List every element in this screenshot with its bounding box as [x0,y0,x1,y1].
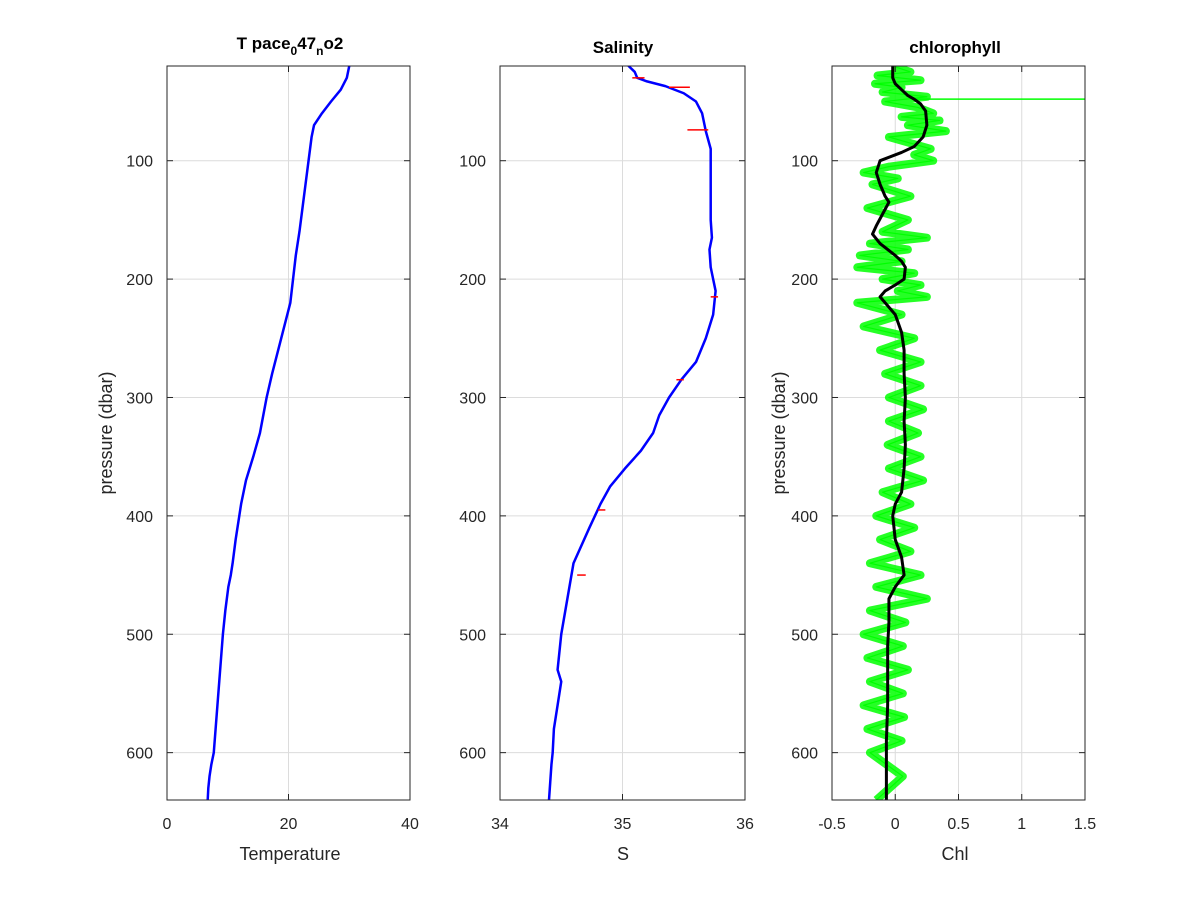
temperature-x-tick-label: 20 [280,816,298,833]
chlorophyll-y-tick-label: 600 [791,746,818,763]
salinity-x-tick-label: 35 [614,816,632,833]
temperature-panel: 0 20 40 100 200 300 400 500 600 [126,65,419,833]
temperature-xlabel: Temperature [239,844,340,864]
temperature-y-tick-label: 600 [126,746,153,763]
temperature-y-tick-label: 300 [126,390,153,407]
chlorophyll-raw-band [853,66,950,800]
temperature-x-tick-label: 0 [163,816,172,833]
salinity-title: Salinity [593,38,654,57]
chlorophyll-x-tick-label: 0 [891,816,900,833]
temperature-x-tick-label: 40 [401,816,419,833]
chlorophyll-x-tick-label: 1.5 [1074,816,1096,833]
temperature-ylabel: pressure (dbar) [96,371,116,494]
chlorophyll-y-tick-label: 300 [791,390,818,407]
salinity-y-tick-label: 200 [459,272,486,289]
chlorophyll-y-tick-label: 500 [791,627,818,644]
temperature-y-tick-label: 100 [126,154,153,171]
chlorophyll-x-tick-label: 1 [1017,816,1026,833]
temperature-y-tick-label: 400 [126,509,153,526]
chlorophyll-panel: -0.5 0 0.5 1 1.5 100 200 300 400 500 600 [791,65,1096,833]
temperature-plot-area [206,66,351,800]
salinity-plot-area [547,66,719,800]
temperature-title: T pace047no2 [237,34,344,58]
salinity-y-tick-label: 400 [459,509,486,526]
chlorophyll-y-tick-label: 400 [791,509,818,526]
salinity-y-tick-label: 600 [459,746,486,763]
chlorophyll-xlabel: Chl [941,844,968,864]
chlorophyll-plot-area [853,66,1085,800]
temperature-y-tick-label: 500 [126,627,153,644]
salinity-x-tick-label: 34 [491,816,509,833]
salinity-x-tick-label: 36 [736,816,754,833]
salinity-y-tick-label: 500 [459,627,486,644]
salinity-panel: 34 35 36 100 200 300 400 500 600 [459,65,754,833]
chlorophyll-series-line-smooth [870,66,929,800]
chlorophyll-series-line-raw [856,66,947,800]
chlorophyll-ylabel: pressure (dbar) [769,371,789,494]
salinity-y-tick-label: 100 [459,154,486,171]
salinity-series-line [547,66,717,800]
chlorophyll-y-tick-label: 200 [791,272,818,289]
salinity-xlabel: S [617,844,629,864]
chlorophyll-x-tick-label: -0.5 [818,816,846,833]
temperature-y-tick-label: 200 [126,272,153,289]
chlorophyll-x-tick-label: 0.5 [947,816,969,833]
salinity-y-tick-label: 300 [459,390,486,407]
chlorophyll-y-tick-label: 100 [791,154,818,171]
temperature-series-line [206,66,351,800]
chlorophyll-title: chlorophyll [909,38,1001,57]
